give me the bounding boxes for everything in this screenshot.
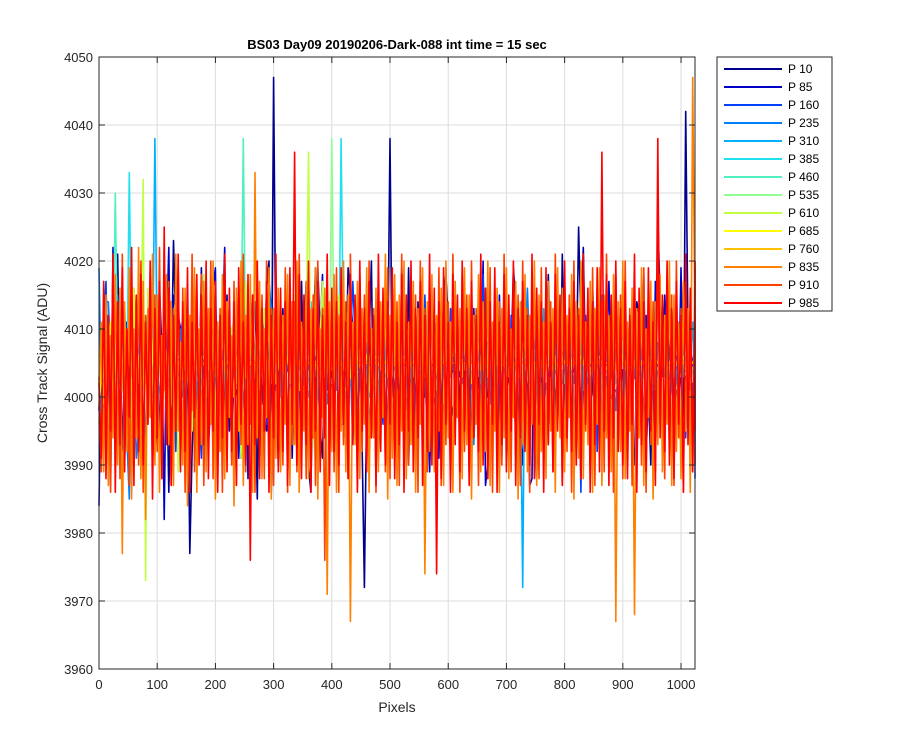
x-tick-label: 900	[612, 677, 634, 692]
y-tick-label: 4040	[64, 118, 93, 133]
plot-frame	[98, 56, 696, 670]
series-line-p985	[98, 137, 696, 575]
x-tick-label: 600	[437, 677, 459, 692]
x-tick-label: 200	[205, 677, 227, 692]
legend-label: P 535	[788, 188, 819, 202]
x-tick-label: 800	[554, 677, 576, 692]
legend-label: P 685	[788, 224, 819, 238]
legend-label: P 160	[788, 98, 819, 112]
legend-label: P 985	[788, 296, 819, 310]
legend-label: P 610	[788, 206, 819, 220]
legend-box	[716, 56, 833, 312]
y-tick-label: 4030	[64, 186, 93, 201]
series-group	[98, 76, 696, 623]
legend-label: P 85	[788, 80, 813, 94]
y-tick-label: 3990	[64, 458, 93, 473]
y-axis-label: Cross Track Signal (ADU)	[34, 283, 50, 443]
legend-label: P 235	[788, 116, 819, 130]
ticks: 0 100 200 300 400 500 600 700 800 900 1000 3960 3970…	[64, 50, 695, 692]
x-tick-label: 100	[146, 677, 168, 692]
chart-title: BS03 Day09 20190206-Dark-088 int time = …	[247, 37, 547, 52]
legend: P 10 P 85 P 160 P 235 P 310 P 385 P 460 P 535 P …	[716, 56, 833, 312]
x-tick-label: 300	[263, 677, 285, 692]
legend-label: P 310	[788, 134, 819, 148]
x-tick-label: 1000	[667, 677, 696, 692]
x-axis-label: Pixels	[378, 699, 415, 715]
legend-label: P 10	[788, 62, 813, 76]
x-tick-label: 500	[379, 677, 401, 692]
x-tick-label: 0	[95, 677, 102, 692]
y-tick-label: 4020	[64, 254, 93, 269]
y-tick-label: 4050	[64, 50, 93, 65]
y-tick-label: 4010	[64, 322, 93, 337]
y-tick-label: 3980	[64, 526, 93, 541]
legend-label: P 460	[788, 170, 819, 184]
y-tick-label: 4000	[64, 390, 93, 405]
legend-label: P 760	[788, 242, 819, 256]
x-tick-label: 700	[496, 677, 518, 692]
y-tick-label: 3960	[64, 662, 93, 677]
legend-label: P 910	[788, 278, 819, 292]
legend-label: P 385	[788, 152, 819, 166]
y-tick-label: 3970	[64, 594, 93, 609]
x-tick-label: 400	[321, 677, 343, 692]
legend-label: P 835	[788, 260, 819, 274]
